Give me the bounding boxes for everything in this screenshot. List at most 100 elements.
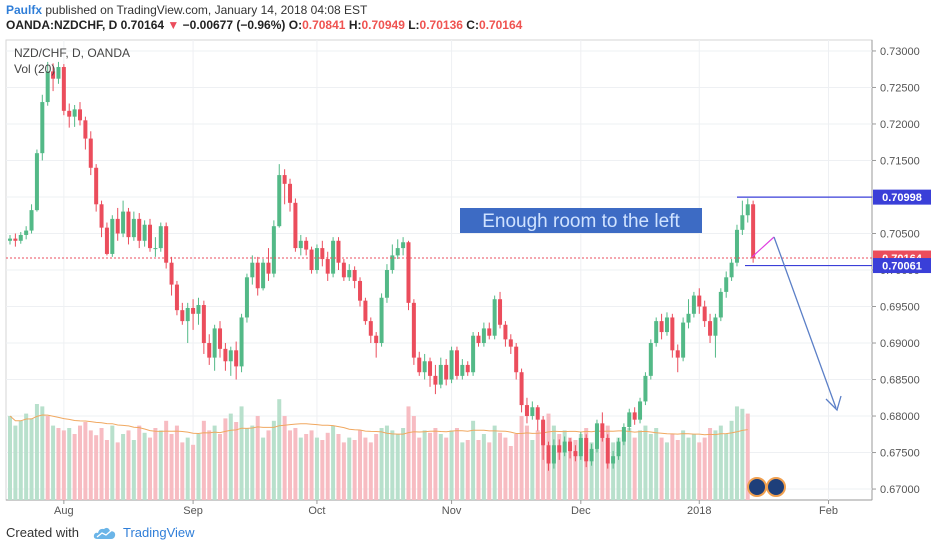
author-link[interactable]: Paulfx <box>6 3 43 17</box>
candle-body <box>304 240 309 250</box>
volume-bar <box>498 432 503 500</box>
volume-bar <box>298 437 303 500</box>
volume-bar <box>18 420 23 500</box>
candles <box>8 61 756 471</box>
candle-body <box>24 230 29 235</box>
volume-bar <box>336 434 341 500</box>
candle-body <box>56 67 61 79</box>
volume-bar <box>697 442 702 500</box>
volume-bar <box>648 434 653 500</box>
volume-bar <box>72 434 77 500</box>
created-with-text: Created with <box>6 525 79 540</box>
candle-body <box>196 305 201 314</box>
annotation-box[interactable] <box>460 208 702 233</box>
volume-bar <box>541 420 546 500</box>
volume-bar <box>449 430 454 500</box>
candle-body <box>153 248 158 250</box>
candle-body <box>541 419 546 446</box>
volume-bar <box>535 430 540 500</box>
volume-bar <box>411 416 416 500</box>
volume-bar <box>492 425 497 500</box>
volume-bar <box>374 434 379 500</box>
x-tick-label: Nov <box>442 505 462 517</box>
support-price-label: 0.70061 <box>882 261 922 273</box>
y-tick-label: 0.69000 <box>880 338 920 350</box>
candle-body <box>514 346 519 373</box>
candle-body <box>266 262 271 274</box>
candle-body <box>724 277 729 292</box>
candle-body <box>433 375 438 385</box>
candle-body <box>110 218 115 254</box>
tradingview-link[interactable]: TradingView <box>122 525 195 540</box>
candle-body <box>632 412 637 420</box>
volume-bar <box>24 413 29 500</box>
projection-arrow[interactable] <box>773 236 837 409</box>
volume-bar <box>228 413 233 500</box>
price-change: −0.00677 (−0.96%) <box>182 18 286 32</box>
candle-body <box>83 120 88 139</box>
chart-title: NZD/CHF, D, OANDA <box>14 46 130 60</box>
last-price: 0.70164 <box>120 18 165 32</box>
candle-body <box>627 412 632 427</box>
volume-bar <box>218 434 223 500</box>
volume-bar <box>390 430 395 500</box>
event-marker-icon[interactable] <box>766 477 786 497</box>
candle-body <box>729 262 734 278</box>
volume-bar <box>67 428 72 500</box>
high-label: H: <box>348 18 362 32</box>
volume-bar <box>562 430 567 500</box>
volume-bar <box>83 422 88 500</box>
candle-body <box>422 361 427 373</box>
arrow-head-icon <box>825 395 842 412</box>
symbol-header: OANDA:NZDCHF, D 0.70164 ▼ −0.00677 (−0.9… <box>6 18 522 32</box>
resistance-price-label: 0.70998 <box>882 192 922 204</box>
candle-body <box>481 328 486 344</box>
candle-body <box>61 67 66 111</box>
candle-body <box>207 343 212 358</box>
candle-body <box>713 317 718 336</box>
candle-body <box>487 328 492 336</box>
volume-bar <box>99 428 104 500</box>
candle-body <box>524 405 529 417</box>
candle-body <box>358 280 363 301</box>
volume-bar <box>185 437 190 500</box>
candle-body <box>244 277 249 318</box>
candle-body <box>45 71 50 103</box>
event-marker-icon[interactable] <box>747 477 767 497</box>
candle-body <box>503 324 508 340</box>
candle-body <box>664 317 669 333</box>
volume-label: Vol (20) <box>14 62 55 76</box>
x-tick-label: Feb <box>819 505 838 517</box>
volume-bar <box>126 430 131 500</box>
volume-bar <box>476 440 481 500</box>
projection-path[interactable] <box>751 236 775 258</box>
volume-bar <box>406 406 411 500</box>
volume-bar <box>708 428 713 500</box>
volume-bar <box>29 418 34 500</box>
candle-body <box>223 348 228 362</box>
candle-body <box>697 295 702 307</box>
volume-bar <box>309 430 314 500</box>
volume-bar <box>401 428 406 500</box>
volume-bar <box>713 430 718 500</box>
volume-bar <box>465 440 470 500</box>
volume-bar <box>589 442 594 500</box>
volume-bar <box>288 430 293 500</box>
candle-body <box>384 270 389 298</box>
tradingview-cloud-icon <box>93 527 116 539</box>
volume-bar <box>438 434 443 500</box>
volume-bar <box>331 425 336 500</box>
candle-body <box>288 183 293 203</box>
volume-bars <box>8 399 750 500</box>
volume-bar <box>201 420 206 500</box>
volume-bar <box>191 444 196 500</box>
low-label: L: <box>408 18 420 32</box>
candle-body <box>142 224 147 241</box>
y-tick-label: 0.69500 <box>880 302 920 314</box>
volume-bar <box>352 440 357 500</box>
candle-body <box>659 321 664 333</box>
y-tick-label: 0.72500 <box>880 82 920 94</box>
candle-body <box>347 270 352 278</box>
volume-bar <box>261 437 266 500</box>
